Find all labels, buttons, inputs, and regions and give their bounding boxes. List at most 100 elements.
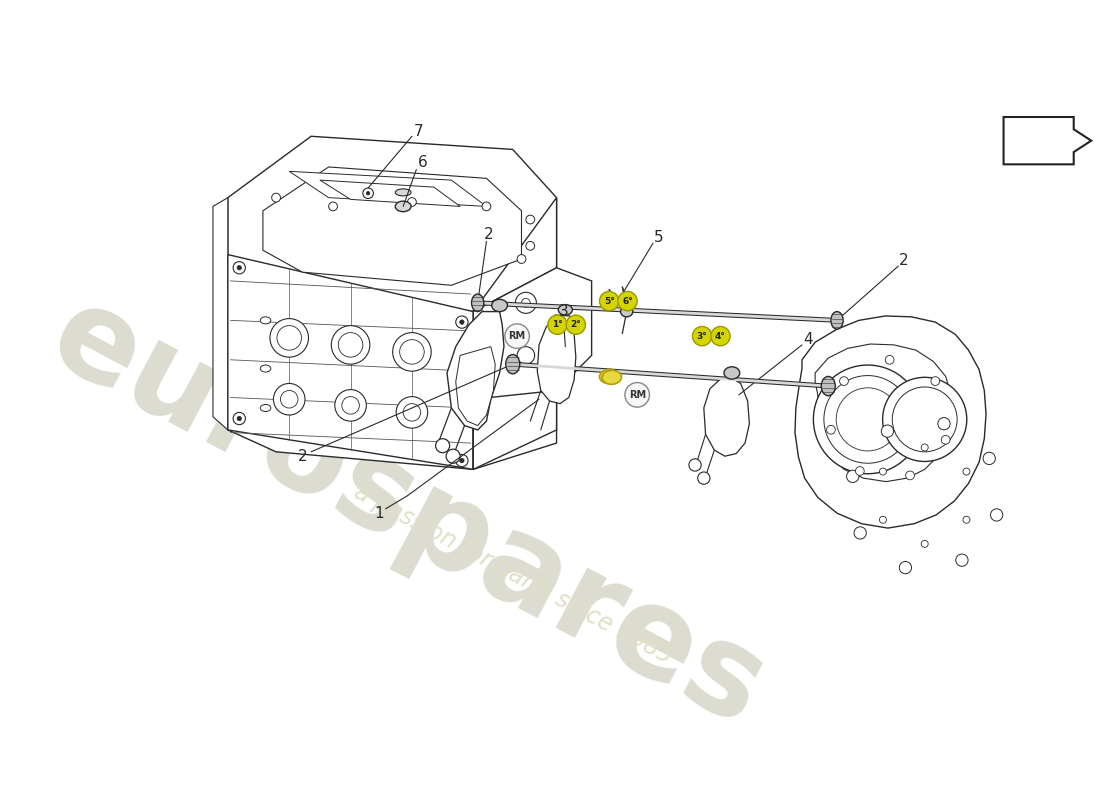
Ellipse shape [600, 370, 619, 383]
Circle shape [407, 198, 416, 206]
Circle shape [879, 468, 887, 475]
Circle shape [689, 459, 701, 471]
Circle shape [962, 516, 970, 523]
Text: 2: 2 [484, 227, 494, 242]
Polygon shape [320, 180, 460, 206]
Text: 4°: 4° [715, 332, 726, 341]
Polygon shape [447, 311, 504, 430]
Circle shape [600, 291, 619, 310]
Circle shape [824, 375, 912, 463]
Circle shape [233, 262, 245, 274]
Polygon shape [473, 268, 592, 470]
Polygon shape [455, 346, 495, 426]
Circle shape [447, 449, 460, 463]
Text: 1°: 1° [552, 320, 563, 330]
Text: 2°: 2° [571, 320, 581, 330]
Circle shape [856, 466, 865, 475]
Polygon shape [228, 254, 473, 470]
Circle shape [277, 326, 301, 350]
Circle shape [618, 291, 637, 310]
Text: 7: 7 [414, 123, 422, 138]
Polygon shape [1003, 117, 1091, 164]
Circle shape [836, 388, 900, 451]
Circle shape [566, 315, 585, 334]
Circle shape [962, 468, 970, 475]
Circle shape [393, 333, 431, 371]
Text: 2: 2 [899, 254, 909, 268]
Circle shape [892, 387, 957, 452]
Circle shape [548, 315, 568, 334]
Circle shape [455, 454, 468, 466]
Circle shape [331, 326, 370, 364]
Circle shape [339, 333, 363, 357]
Polygon shape [228, 136, 557, 311]
Circle shape [505, 324, 529, 348]
Circle shape [900, 562, 912, 574]
Circle shape [334, 390, 366, 421]
Ellipse shape [395, 201, 411, 212]
Circle shape [272, 194, 280, 202]
Circle shape [839, 377, 848, 386]
Circle shape [886, 355, 894, 364]
Circle shape [526, 215, 535, 224]
Circle shape [711, 326, 730, 346]
Ellipse shape [492, 299, 507, 311]
Circle shape [329, 202, 338, 210]
Ellipse shape [830, 311, 844, 329]
Circle shape [625, 382, 649, 407]
Circle shape [436, 438, 450, 453]
Text: RM: RM [628, 390, 646, 400]
Ellipse shape [506, 354, 519, 374]
Circle shape [270, 318, 308, 357]
Circle shape [942, 435, 950, 444]
Circle shape [274, 383, 305, 415]
Circle shape [956, 554, 968, 566]
Circle shape [990, 509, 1003, 521]
Circle shape [983, 452, 996, 465]
Circle shape [938, 418, 950, 430]
Circle shape [460, 458, 464, 462]
Circle shape [882, 378, 967, 462]
Text: eurospares: eurospares [31, 274, 784, 752]
Circle shape [826, 426, 835, 434]
Circle shape [455, 316, 468, 328]
Circle shape [238, 266, 241, 270]
Circle shape [813, 365, 922, 474]
Ellipse shape [472, 294, 484, 311]
Ellipse shape [822, 377, 835, 396]
Circle shape [517, 346, 535, 364]
Circle shape [526, 242, 535, 250]
Polygon shape [289, 171, 486, 206]
Ellipse shape [724, 367, 740, 379]
Ellipse shape [261, 405, 271, 411]
Polygon shape [473, 198, 557, 470]
Circle shape [516, 292, 537, 314]
Circle shape [233, 412, 245, 425]
Polygon shape [228, 254, 557, 470]
Polygon shape [263, 167, 521, 286]
Circle shape [921, 540, 928, 547]
Circle shape [280, 390, 298, 408]
Polygon shape [815, 344, 952, 482]
Circle shape [921, 444, 928, 451]
Text: a passion for parts since 1985: a passion for parts since 1985 [350, 480, 675, 669]
Circle shape [363, 188, 373, 198]
Circle shape [399, 340, 425, 364]
Ellipse shape [602, 370, 621, 384]
Circle shape [697, 472, 710, 484]
Text: 5°: 5° [604, 297, 615, 306]
Circle shape [847, 470, 859, 482]
Circle shape [517, 254, 526, 263]
Circle shape [238, 416, 241, 421]
Polygon shape [795, 316, 986, 528]
Circle shape [692, 326, 712, 346]
Text: 1: 1 [375, 506, 384, 521]
Circle shape [905, 471, 914, 480]
Ellipse shape [261, 365, 271, 372]
Circle shape [521, 298, 530, 307]
Text: 3°: 3° [696, 332, 707, 341]
Circle shape [881, 425, 893, 438]
Text: 6°: 6° [623, 297, 632, 306]
Ellipse shape [261, 317, 271, 324]
Ellipse shape [395, 189, 411, 196]
